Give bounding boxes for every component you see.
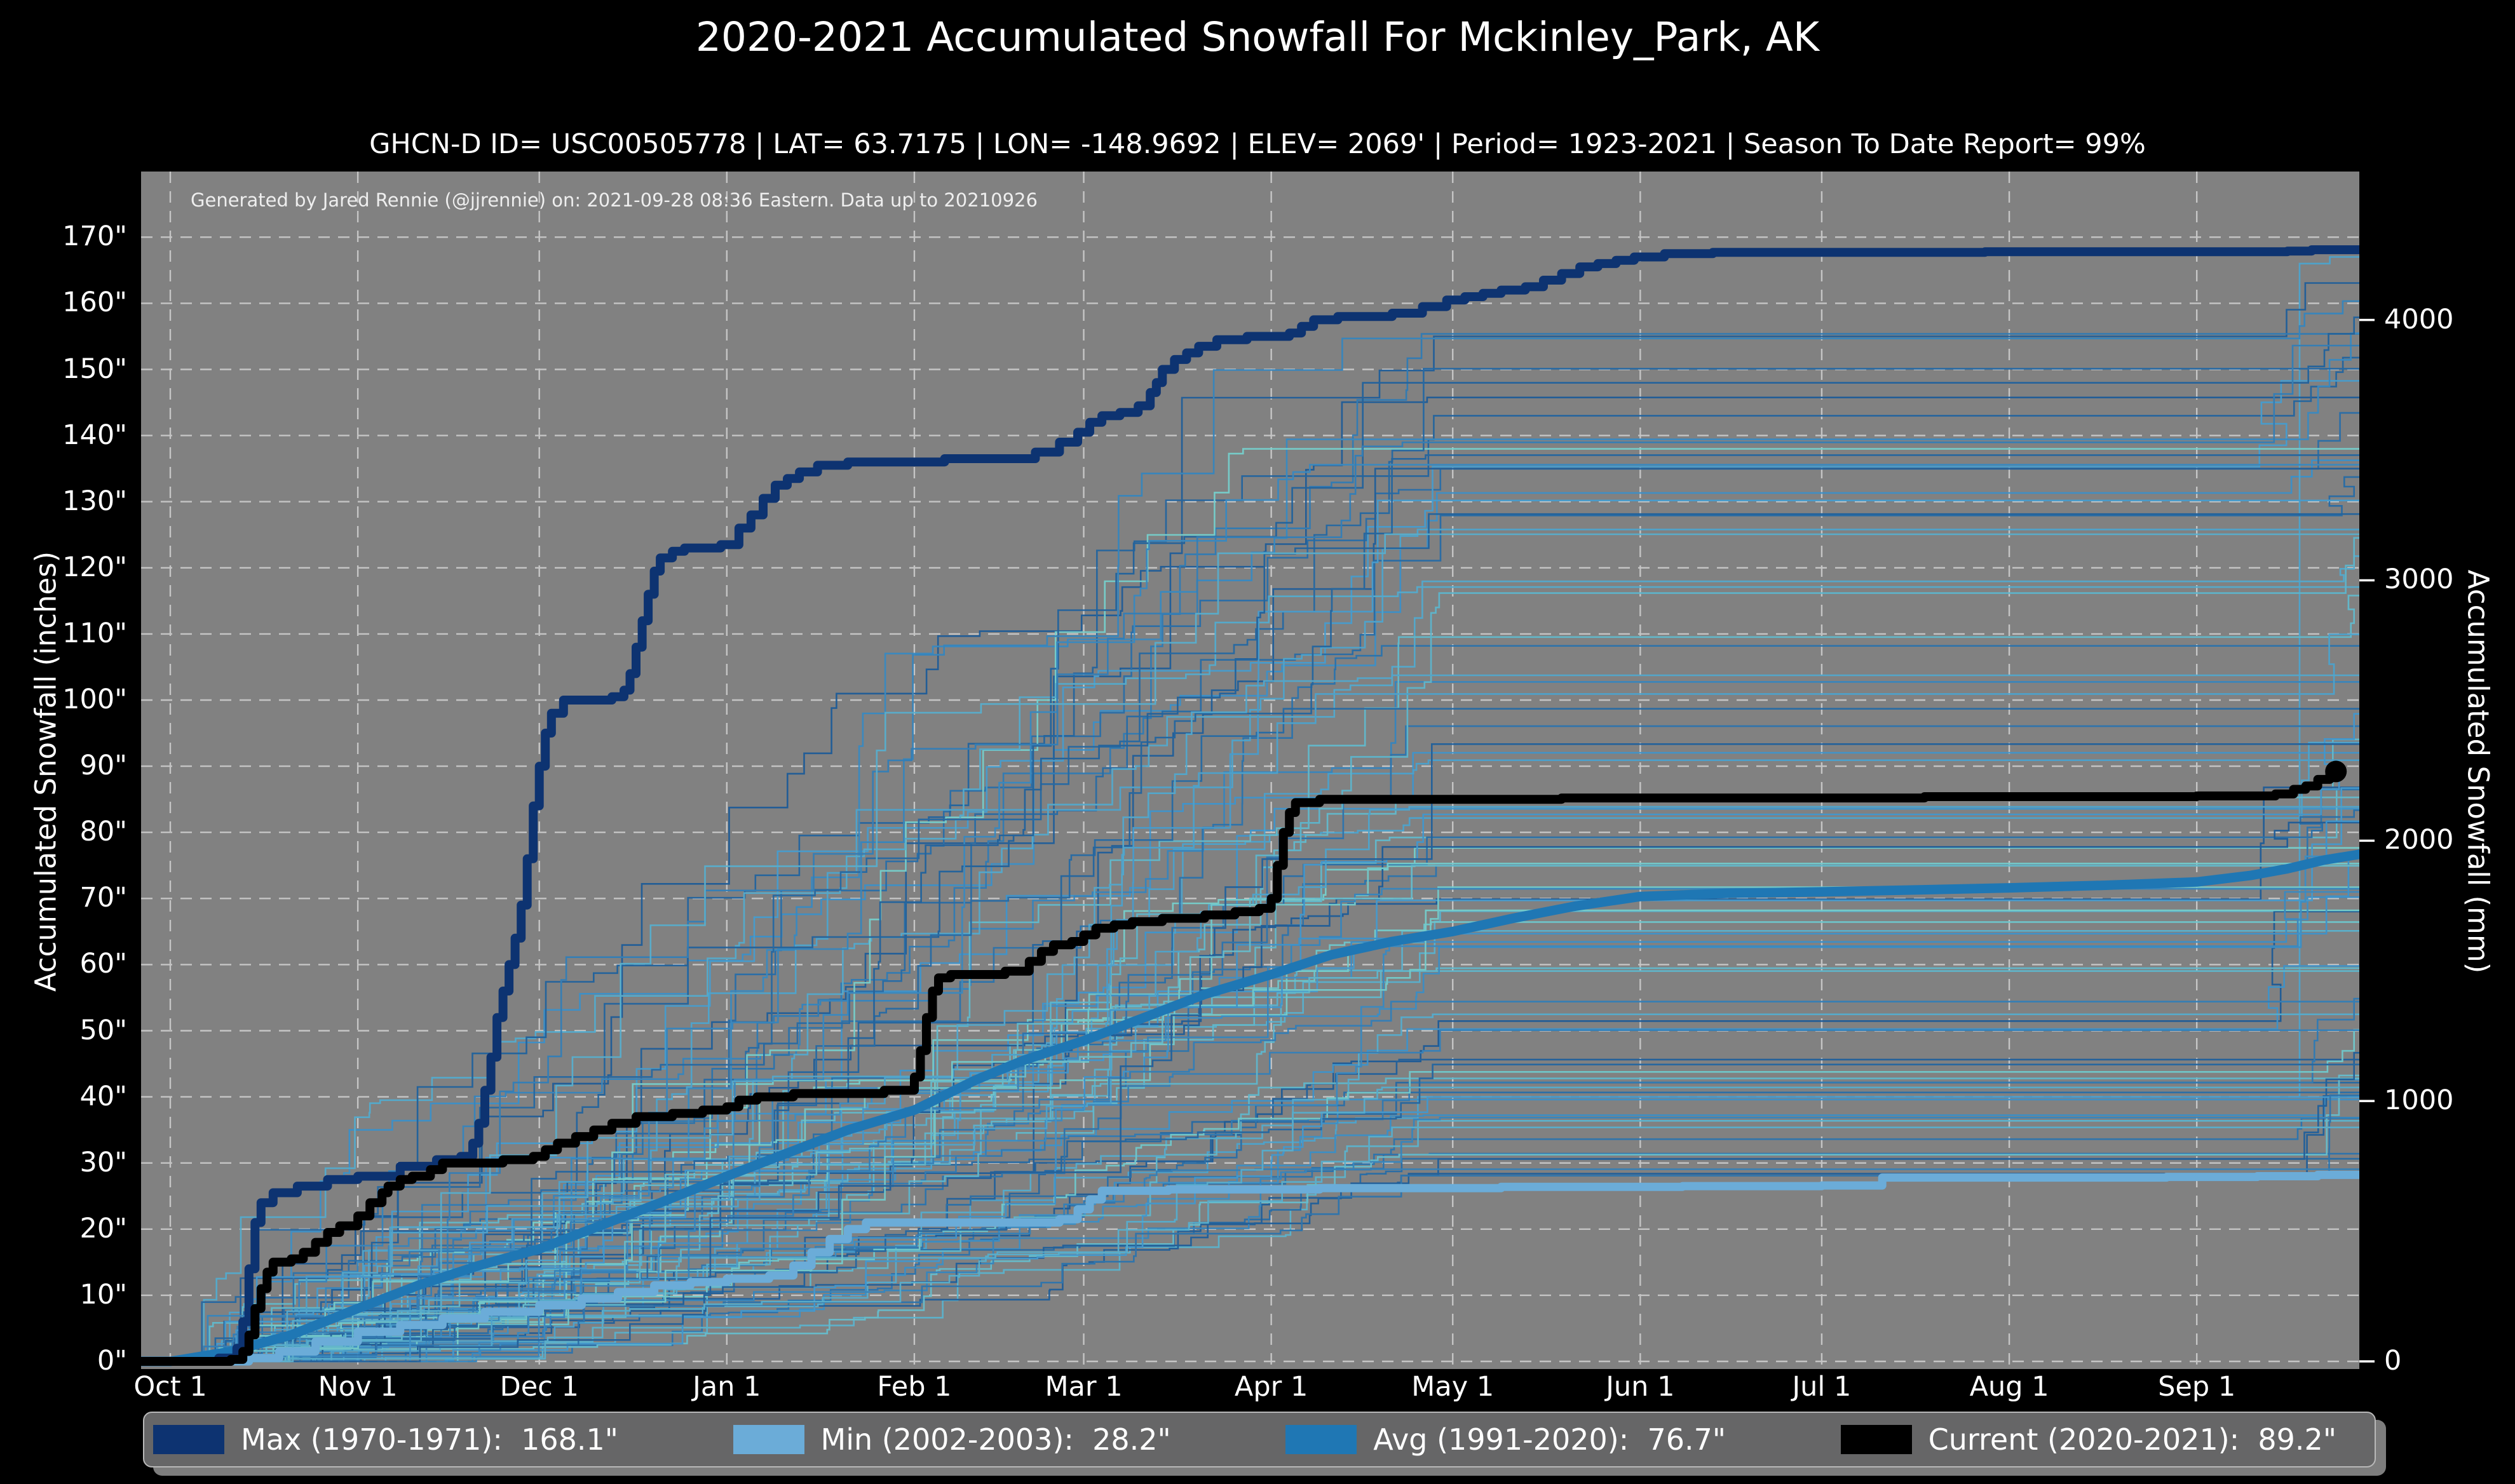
x-axis-tick-label: Mar 1 bbox=[1045, 1371, 1123, 1403]
bg-season-line bbox=[141, 300, 2359, 1363]
series-line-current bbox=[141, 767, 2341, 1366]
y-axis-left-tick-label: 70" bbox=[79, 882, 128, 914]
bg-season-line bbox=[141, 344, 2359, 1363]
bg-season-line bbox=[141, 412, 2359, 1363]
bg-season-line bbox=[141, 380, 2359, 1363]
x-axis-tick-label: Aug 1 bbox=[1969, 1371, 2049, 1403]
x-axis-tick-label: Feb 1 bbox=[877, 1371, 952, 1403]
y-axis-right-tick-label: 1000 bbox=[2384, 1084, 2454, 1117]
x-axis-tick-label: Jul 1 bbox=[1792, 1371, 1852, 1403]
bg-season-line bbox=[141, 713, 2359, 1363]
y-axis-right-tick-label: 0 bbox=[2384, 1345, 2402, 1377]
legend-swatch-current bbox=[1840, 1425, 1912, 1454]
right-axis-ticks bbox=[2359, 318, 2375, 1363]
bg-season-line bbox=[141, 820, 2359, 1363]
bg-season-line bbox=[141, 806, 2359, 1363]
bg-season-line bbox=[141, 1094, 2359, 1363]
legend-item-current: Current (2020-2021): 89.2" bbox=[1840, 1422, 2336, 1457]
y-axis-left-tick-label: 20" bbox=[79, 1212, 128, 1245]
y-axis-left-tick-label: 110" bbox=[62, 617, 127, 649]
bg-season-line bbox=[141, 595, 2359, 1363]
y-axis-right-tick-label: 4000 bbox=[2384, 303, 2454, 335]
legend-item-max: Max (1970-1971): 168.1" bbox=[153, 1422, 618, 1457]
legend-item-avg: Avg (1991-2020): 76.7" bbox=[1285, 1422, 1726, 1457]
chart-annotation-note: Generated by Jared Rennie (@jjrennie) on… bbox=[191, 189, 1038, 211]
series-end-marker bbox=[2325, 760, 2347, 783]
series-line-max bbox=[141, 245, 2359, 1366]
bg-season-line bbox=[141, 1086, 2359, 1363]
y-axis-left-tick-label: 90" bbox=[79, 750, 128, 782]
bg-season-line bbox=[141, 633, 2359, 1363]
bg-season-line bbox=[141, 316, 2359, 1363]
legend-item-min: Min (2002-2003): 28.2" bbox=[733, 1422, 1171, 1457]
bg-season-line bbox=[141, 743, 2359, 1363]
legend-swatch-min bbox=[733, 1425, 804, 1454]
bg-season-line bbox=[141, 555, 2359, 1363]
bg-season-line bbox=[141, 891, 2359, 1363]
bg-season-line bbox=[141, 282, 2359, 1363]
gridlines bbox=[141, 172, 2359, 1369]
x-axis-tick-label: Apr 1 bbox=[1234, 1371, 1308, 1403]
bg-season-line bbox=[141, 464, 2359, 1363]
series-line-min bbox=[141, 1170, 2359, 1366]
bg-season-line bbox=[141, 513, 2359, 1363]
x-axis-tick-label: Jan 1 bbox=[693, 1371, 761, 1403]
y-axis-right-tick-label: 2000 bbox=[2384, 824, 2454, 856]
legend-label-current: Current (2020-2021): 89.2" bbox=[1928, 1422, 2336, 1457]
bg-season-line bbox=[141, 459, 2359, 1363]
bg-season-line bbox=[141, 886, 2359, 1363]
y-axis-left-tick-label: 0" bbox=[97, 1345, 127, 1377]
legend-label-min: Min (2002-2003): 28.2" bbox=[820, 1422, 1171, 1457]
bg-season-line bbox=[141, 738, 2359, 1363]
y-axis-left-tick-label: 130" bbox=[62, 485, 127, 517]
x-axis-tick-label: Sep 1 bbox=[2158, 1371, 2236, 1403]
y-axis-left-tick-label: 150" bbox=[62, 353, 127, 385]
legend-swatch-max bbox=[153, 1425, 224, 1454]
y-axis-left-tick-label: 140" bbox=[62, 419, 127, 451]
page-title: 2020-2021 Accumulated Snowfall For Mckin… bbox=[695, 14, 1820, 60]
legend-label-avg: Avg (1991-2020): 76.7" bbox=[1373, 1422, 1726, 1457]
bg-season-line bbox=[141, 674, 2359, 1363]
y-axis-left-tick-label: 120" bbox=[62, 551, 127, 583]
bg-season-line bbox=[141, 645, 2359, 1363]
bg-season-line bbox=[141, 1126, 2359, 1363]
y-axis-left-tick-label: 10" bbox=[79, 1278, 128, 1311]
x-axis-tick-label: Dec 1 bbox=[499, 1371, 579, 1403]
y-axis-left-tick-label: 30" bbox=[79, 1146, 128, 1178]
bg-season-line bbox=[141, 537, 2359, 1363]
y-axis-left-tick-label: 160" bbox=[62, 287, 127, 319]
y-axis-left-tick-label: 60" bbox=[79, 948, 128, 980]
series-line-avg bbox=[141, 849, 2359, 1366]
y-axis-left-tick-label: 170" bbox=[62, 220, 127, 253]
y-axis-left-tick-label: 50" bbox=[79, 1014, 128, 1046]
bg-season-line bbox=[141, 529, 2359, 1363]
bg-season-line bbox=[141, 725, 2359, 1363]
bg-season-line bbox=[141, 930, 2359, 1363]
x-axis-tick-label: Jun 1 bbox=[1606, 1371, 1675, 1403]
x-axis-tick-label: Nov 1 bbox=[318, 1371, 398, 1403]
bg-season-line bbox=[141, 1098, 2359, 1363]
bg-season-line bbox=[141, 533, 2359, 1363]
y-axis-right-tick-label: 3000 bbox=[2384, 563, 2454, 596]
legend-swatch-avg bbox=[1285, 1425, 1357, 1454]
chart-legend: Max (1970-1971): 168.1" Min (2002-2003):… bbox=[143, 1412, 2376, 1467]
bg-season-line bbox=[141, 586, 2359, 1363]
main-series bbox=[141, 245, 2359, 1366]
y-axis-left-tick-label: 100" bbox=[62, 684, 127, 715]
x-axis-tick-label: May 1 bbox=[1411, 1371, 1495, 1403]
y-axis-left-tick-label: 40" bbox=[79, 1080, 128, 1112]
page-subtitle: GHCN-D ID= USC00505778 | LAT= 63.7175 | … bbox=[369, 128, 2146, 160]
y-axis-right-title: Accumulated Snowfall (mm) bbox=[2461, 569, 2495, 974]
legend-label-max: Max (1970-1971): 168.1" bbox=[241, 1422, 618, 1457]
bg-season-line bbox=[141, 970, 2359, 1363]
bg-season-line bbox=[141, 1077, 2359, 1363]
bg-season-line bbox=[141, 356, 2359, 1363]
bg-season-line bbox=[141, 396, 2359, 1363]
y-axis-left-tick-label: 80" bbox=[79, 816, 128, 848]
bg-season-line bbox=[141, 1063, 2359, 1363]
x-axis-tick-label: Oct 1 bbox=[133, 1371, 207, 1403]
